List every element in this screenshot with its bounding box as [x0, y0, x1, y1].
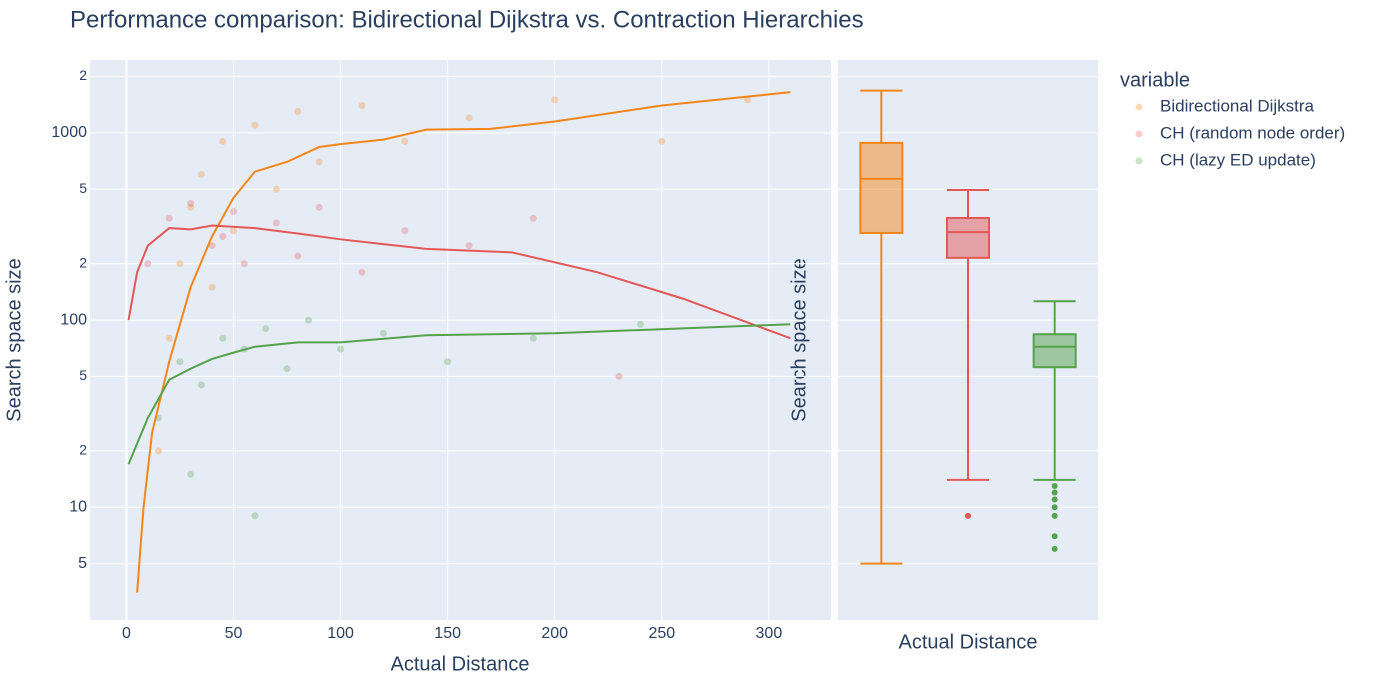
x-axis-label: Actual Distance: [391, 653, 530, 675]
scatter-point: [240, 260, 248, 268]
scatter-point: [262, 325, 270, 333]
outlier: [1051, 504, 1058, 511]
scatter-point: [165, 214, 173, 222]
box-x-axis-label: Actual Distance: [899, 631, 1038, 653]
scatter-point: [401, 227, 409, 235]
scatter-point: [155, 447, 163, 455]
x-tick-label: 100: [327, 625, 354, 642]
x-tick-label: 150: [434, 625, 461, 642]
legend-label[interactable]: CH (lazy ED update): [1160, 150, 1316, 169]
scatter-point: [529, 214, 537, 222]
legend-label[interactable]: CH (random node order): [1160, 123, 1345, 142]
scatter-point: [144, 260, 152, 268]
y-tick-label: 10: [69, 499, 87, 516]
scatter-point: [272, 185, 280, 193]
legend-label[interactable]: Bidirectional Dijkstra: [1160, 96, 1315, 115]
scatter-point: [337, 345, 345, 353]
scatter-point: [176, 358, 184, 366]
x-tick-label: 200: [541, 625, 568, 642]
y-tick-label: 2: [79, 442, 87, 458]
trend-line: [136, 91, 791, 593]
scatter-point: [219, 232, 227, 240]
y-tick-label: 100: [60, 311, 87, 328]
scatter-point: [636, 320, 644, 328]
scatter-point: [176, 260, 184, 268]
scatter-point: [283, 365, 291, 373]
outlier: [1051, 512, 1058, 519]
box-y-axis-label: Search space size: [788, 258, 810, 421]
scatter-point: [315, 158, 323, 166]
scatter-point: [208, 242, 216, 250]
scatter-point: [208, 283, 216, 291]
scatter-point: [379, 329, 387, 337]
box: [946, 216, 990, 259]
legend-marker: [1135, 103, 1143, 111]
scatter-point: [315, 203, 323, 211]
scatter-point: [197, 170, 205, 178]
outlier: [1051, 545, 1058, 552]
outlier: [1051, 489, 1058, 496]
trend-line: [127, 224, 791, 340]
scatter-point: [401, 137, 409, 145]
x-tick-label: 250: [648, 625, 675, 642]
scatter-point: [444, 358, 452, 366]
scatter-point: [219, 334, 227, 342]
scatter-point: [165, 334, 173, 342]
scatter-point: [294, 108, 302, 116]
legend-marker: [1135, 130, 1143, 138]
box: [859, 141, 904, 234]
scatter-point: [219, 137, 227, 145]
outlier: [1051, 482, 1058, 489]
y-tick-label: 2: [79, 67, 87, 83]
scatter-point: [358, 268, 366, 276]
outlier: [1051, 533, 1058, 540]
y-tick-label: 2: [79, 254, 87, 270]
scatter-point: [272, 219, 280, 227]
scatter-point: [358, 102, 366, 110]
y-axis-label: Search space size: [3, 258, 25, 421]
scatter-point: [551, 96, 559, 104]
outlier: [965, 512, 971, 519]
outlier: [1051, 496, 1058, 503]
x-tick-label: 0: [122, 625, 131, 642]
scatter-point: [251, 512, 259, 520]
legend-marker: [1135, 157, 1143, 165]
plot-area: [90, 60, 831, 620]
scatter-point: [743, 96, 751, 104]
y-tick-label: 5: [79, 367, 87, 383]
scatter-point: [187, 199, 195, 207]
scatter-point: [304, 316, 312, 324]
y-tick-label: 1000: [51, 124, 87, 141]
x-tick-label: 50: [225, 625, 243, 642]
scatter-point: [197, 381, 205, 389]
scatter-point: [229, 208, 237, 216]
scatter-point: [251, 121, 259, 129]
scatter-point: [187, 203, 195, 211]
scatter-point: [658, 137, 666, 145]
legend-title: variable: [1120, 69, 1190, 91]
box: [1032, 333, 1077, 369]
scatter-point: [615, 372, 623, 380]
y-tick-label: 5: [79, 180, 87, 196]
scatter-point: [294, 252, 302, 260]
scatter-point: [465, 242, 473, 250]
scatter-point: [465, 114, 473, 122]
trend-line: [127, 323, 791, 465]
chart-title: Performance comparison: Bidirectional Di…: [70, 6, 864, 33]
x-tick-label: 300: [756, 625, 783, 642]
scatter-point: [529, 334, 537, 342]
scatter-point: [229, 227, 237, 235]
scatter-point: [187, 470, 195, 478]
y-tick-label: 5: [78, 555, 87, 572]
